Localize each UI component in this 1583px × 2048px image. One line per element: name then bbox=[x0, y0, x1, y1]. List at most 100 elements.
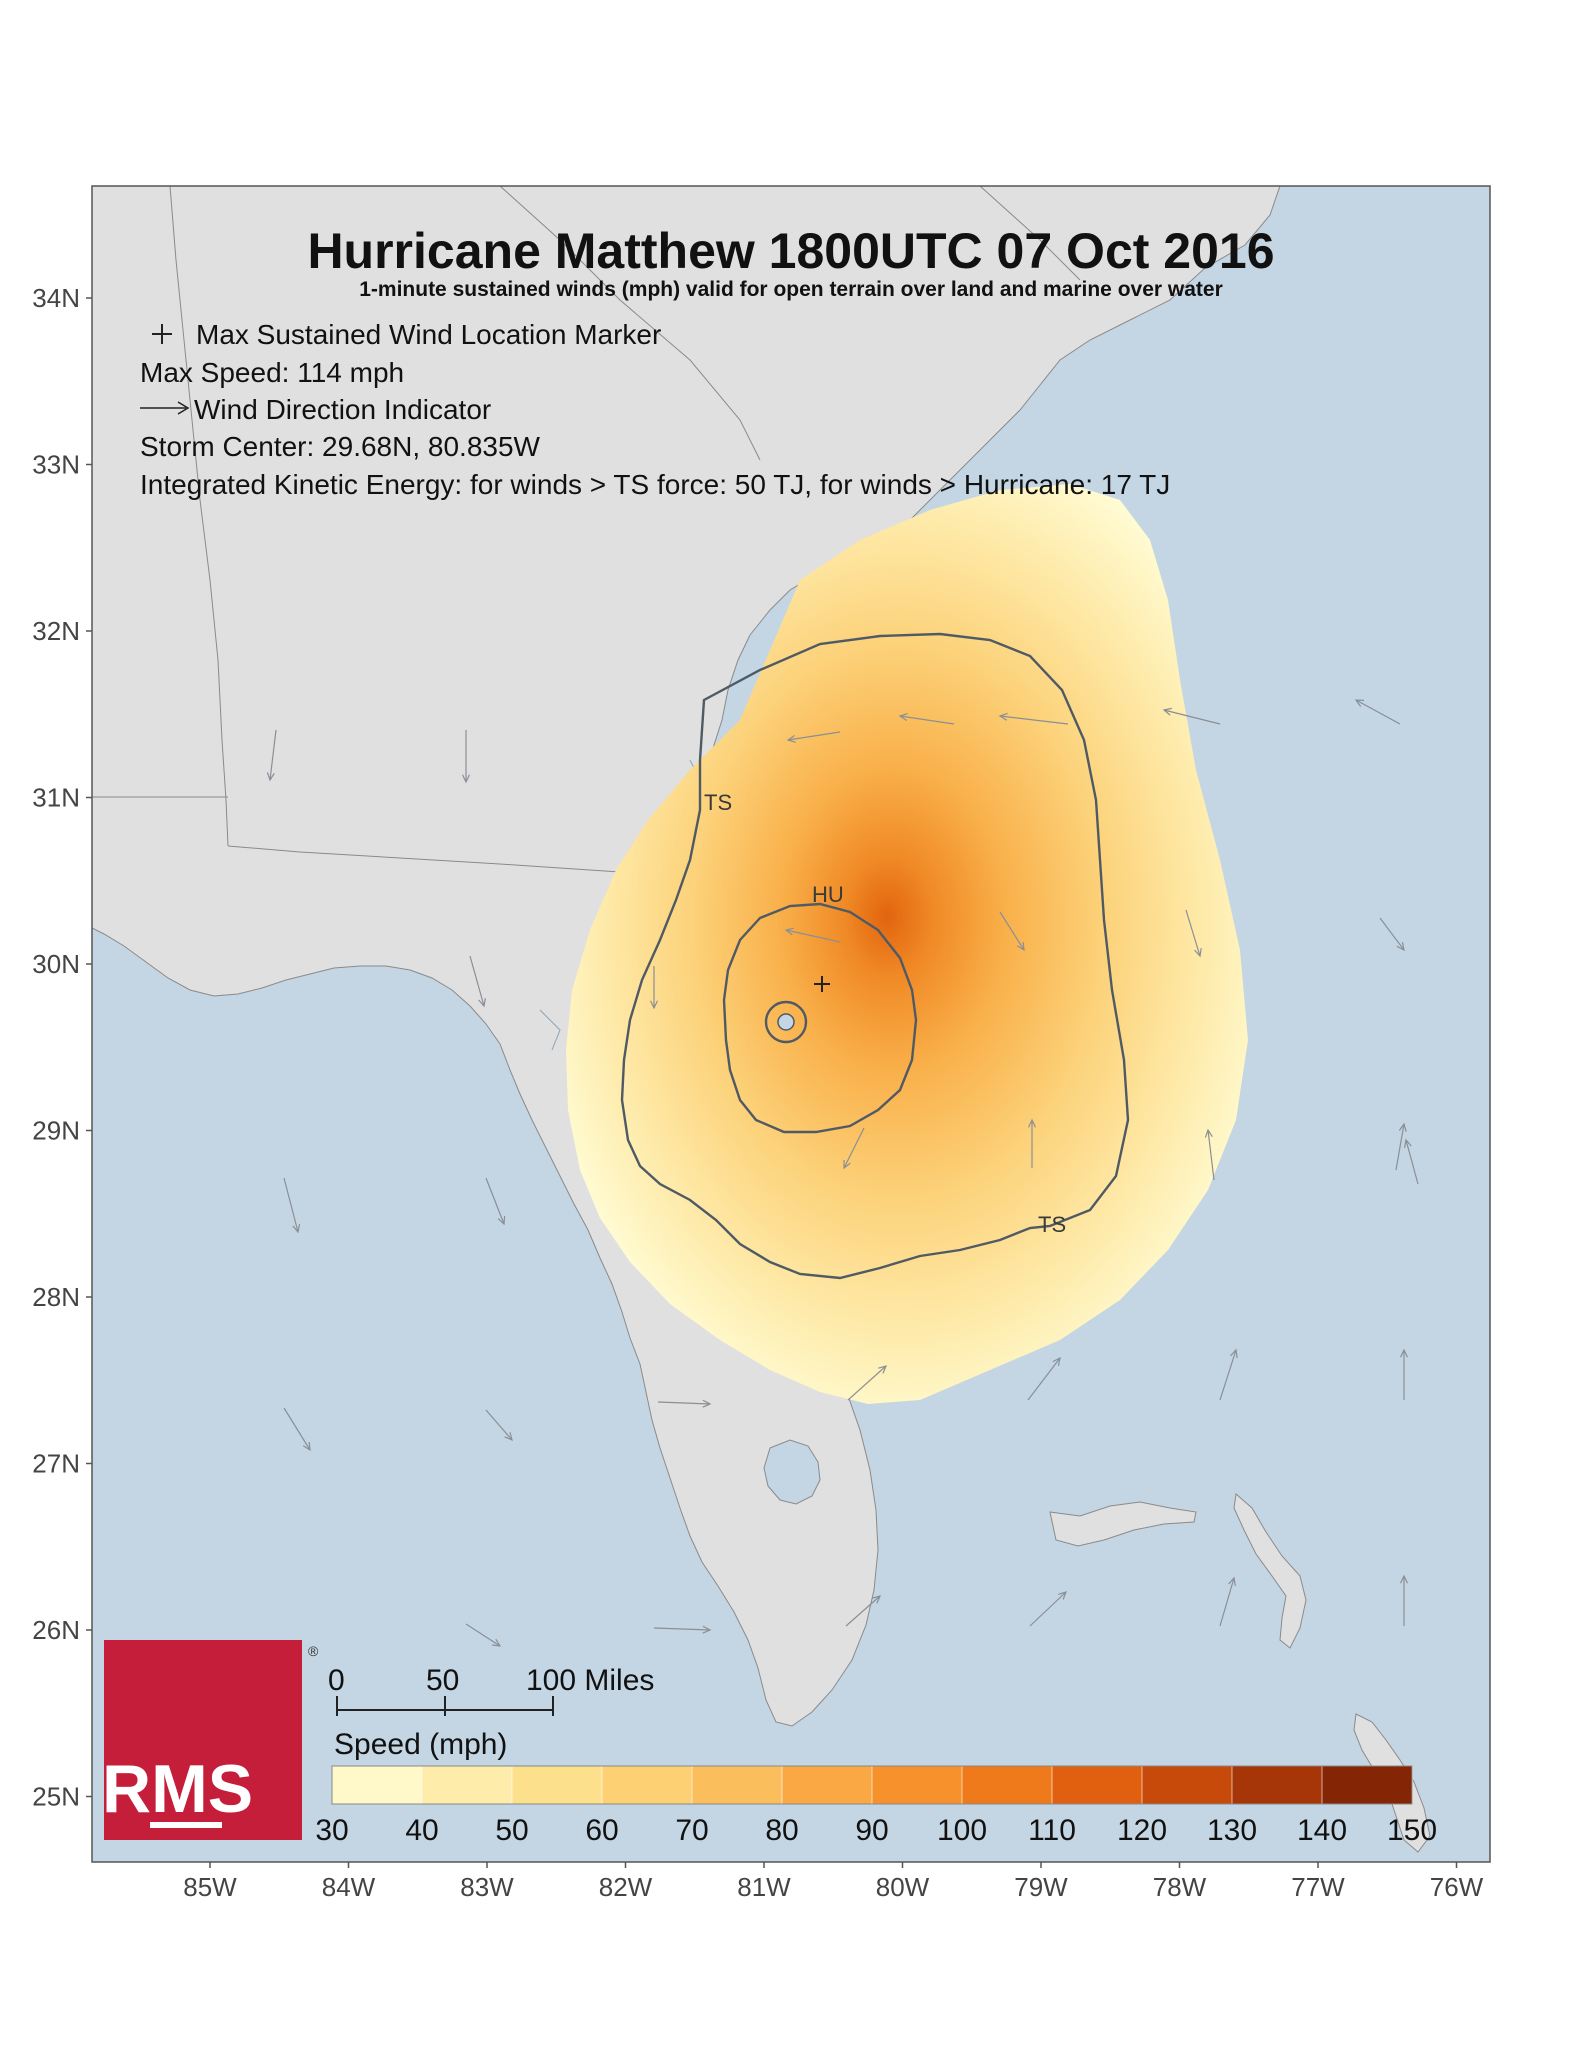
legend-max-marker: Max Sustained Wind Location Marker bbox=[196, 319, 661, 350]
colorbar-swatch bbox=[601, 1765, 693, 1805]
colorbar-tick-label: 60 bbox=[585, 1814, 618, 1847]
hu-contour bbox=[722, 902, 918, 1134]
wind-arrow bbox=[1219, 1576, 1236, 1627]
rms-logo-underline bbox=[150, 1822, 222, 1828]
lat-label: 34N bbox=[32, 283, 80, 313]
colorbar-tick-label: 80 bbox=[765, 1814, 798, 1847]
wind-arrow bbox=[847, 1365, 888, 1401]
scale-tick-100: 100 Miles bbox=[526, 1664, 654, 1697]
lon-label: 78W bbox=[1153, 1872, 1207, 1902]
rms-logo-box bbox=[104, 1640, 302, 1840]
colorbar-tick-label: 110 bbox=[1028, 1814, 1076, 1847]
wind-arrow bbox=[784, 927, 841, 943]
colorbar-tick-label: 100 bbox=[937, 1814, 987, 1847]
wind-arrow bbox=[1204, 1128, 1215, 1181]
wind-contours bbox=[620, 632, 1130, 1280]
map-subtitle: 1-minute sustained winds (mph) valid for… bbox=[359, 278, 1223, 301]
lon-label: 84W bbox=[322, 1872, 376, 1902]
wind-arrow bbox=[485, 1177, 506, 1226]
bahamas-abaco bbox=[1233, 1493, 1307, 1649]
colorbar-swatch bbox=[1231, 1765, 1323, 1805]
wind-arrow bbox=[283, 1407, 311, 1452]
wind-arrow bbox=[461, 730, 471, 784]
colorbar-tick-label: 150 bbox=[1387, 1814, 1437, 1847]
lat-label: 28N bbox=[32, 1282, 80, 1312]
lon-label: 76W bbox=[1430, 1872, 1484, 1902]
wind-arrow bbox=[998, 712, 1069, 725]
legend-wind-direction: Wind Direction Indicator bbox=[194, 394, 491, 425]
colorbar-tick-label: 130 bbox=[1207, 1814, 1257, 1847]
wind-arrow bbox=[845, 1595, 882, 1627]
lake-okeechobee bbox=[763, 1439, 821, 1505]
wind-arrow bbox=[999, 911, 1025, 952]
wind-arrow bbox=[843, 1127, 865, 1170]
wind-direction-arrows bbox=[266, 699, 1419, 1647]
wind-arrow bbox=[1162, 707, 1221, 725]
wind-arrow bbox=[1219, 1348, 1238, 1401]
latitude-axis: 34N 33N 32N 31N 30N 29N 28N 27N 26N 25N bbox=[32, 283, 92, 1812]
colorbar-swatch bbox=[1051, 1765, 1143, 1805]
lat-label: 25N bbox=[32, 1782, 80, 1812]
map-border bbox=[91, 185, 1491, 1863]
wind-arrow bbox=[1399, 1574, 1409, 1626]
colorbar-ticks: 30 40 50 60 70 80 90 100 110 120 130 140 150 bbox=[315, 1814, 1437, 1847]
lon-label: 81W bbox=[737, 1872, 791, 1902]
colorbar-tick-label: 90 bbox=[855, 1814, 888, 1847]
state-boundaries bbox=[92, 186, 1081, 873]
scale-tick-0: 0 bbox=[328, 1664, 345, 1697]
map-title: Hurricane Matthew 1800UTC 07 Oct 2016 bbox=[307, 223, 1274, 279]
wind-field bbox=[566, 484, 1248, 1404]
scale-bar: 0 50 100 Miles bbox=[328, 1664, 654, 1716]
lon-label: 83W bbox=[460, 1872, 514, 1902]
colorbar-swatch bbox=[1321, 1765, 1413, 1805]
legend-arrow-icon bbox=[140, 401, 190, 415]
colorbar-tick-label: 70 bbox=[675, 1814, 708, 1847]
wind-arrow bbox=[1403, 1138, 1419, 1185]
lat-label: 32N bbox=[32, 616, 80, 646]
wind-arrow bbox=[1379, 917, 1405, 952]
colorbar-title: Speed (mph) bbox=[334, 1728, 507, 1761]
lon-label: 82W bbox=[599, 1872, 653, 1902]
colorbar-swatch bbox=[1141, 1765, 1233, 1805]
ts-contour-label-upper: TS bbox=[704, 790, 732, 815]
wind-arrow bbox=[283, 1177, 301, 1234]
lon-label: 79W bbox=[1014, 1872, 1068, 1902]
colorbar-swatch bbox=[691, 1765, 783, 1805]
ts-contour bbox=[620, 632, 1130, 1280]
info-legend: Max Sustained Wind Location Marker Max S… bbox=[140, 319, 1170, 500]
wind-arrow bbox=[465, 1623, 502, 1647]
colorbar-tick-label: 120 bbox=[1117, 1814, 1167, 1847]
legend-marker-icon bbox=[152, 324, 172, 344]
lon-label: 85W bbox=[183, 1872, 237, 1902]
rms-logo-text: RMS bbox=[102, 1751, 253, 1827]
wind-arrow bbox=[1185, 909, 1202, 958]
colorbar-swatch bbox=[961, 1765, 1053, 1805]
wind-arrow bbox=[1027, 1356, 1061, 1401]
wind-arrow bbox=[1354, 699, 1401, 725]
lat-label: 29N bbox=[32, 1116, 80, 1146]
wind-arrow bbox=[1027, 1118, 1037, 1168]
colorbar-tick-label: 140 bbox=[1297, 1814, 1347, 1847]
lon-label: 80W bbox=[876, 1872, 930, 1902]
legend-kinetic-energy: Integrated Kinetic Energy: for winds > T… bbox=[140, 469, 1170, 500]
lat-label: 27N bbox=[32, 1449, 80, 1479]
colorbar-swatch bbox=[421, 1765, 513, 1805]
wind-arrow bbox=[1029, 1591, 1068, 1627]
colorbar-swatch bbox=[871, 1765, 963, 1805]
colorbar-swatch bbox=[331, 1765, 423, 1805]
lat-label: 33N bbox=[32, 450, 80, 480]
colorbar-tick-label: 50 bbox=[495, 1814, 528, 1847]
speed-colorbar: Speed (mph) 30 40 50 60 70 80 90 100 110 120 130 14… bbox=[315, 1728, 1437, 1847]
wind-arrow bbox=[786, 731, 841, 743]
lon-label: 77W bbox=[1291, 1872, 1345, 1902]
map-panel: TS HU TS bbox=[92, 186, 1490, 1862]
wind-arrow bbox=[898, 713, 955, 725]
legend-max-speed: Max Speed: 114 mph bbox=[140, 357, 404, 388]
wind-arrow bbox=[266, 729, 277, 782]
hu-contour-label: HU bbox=[812, 882, 844, 907]
colorbar-frame bbox=[331, 1765, 1413, 1805]
colorbar-swatch bbox=[781, 1765, 873, 1805]
wind-arrow bbox=[1399, 1348, 1409, 1400]
colorbar-tick-label: 30 bbox=[315, 1814, 348, 1847]
